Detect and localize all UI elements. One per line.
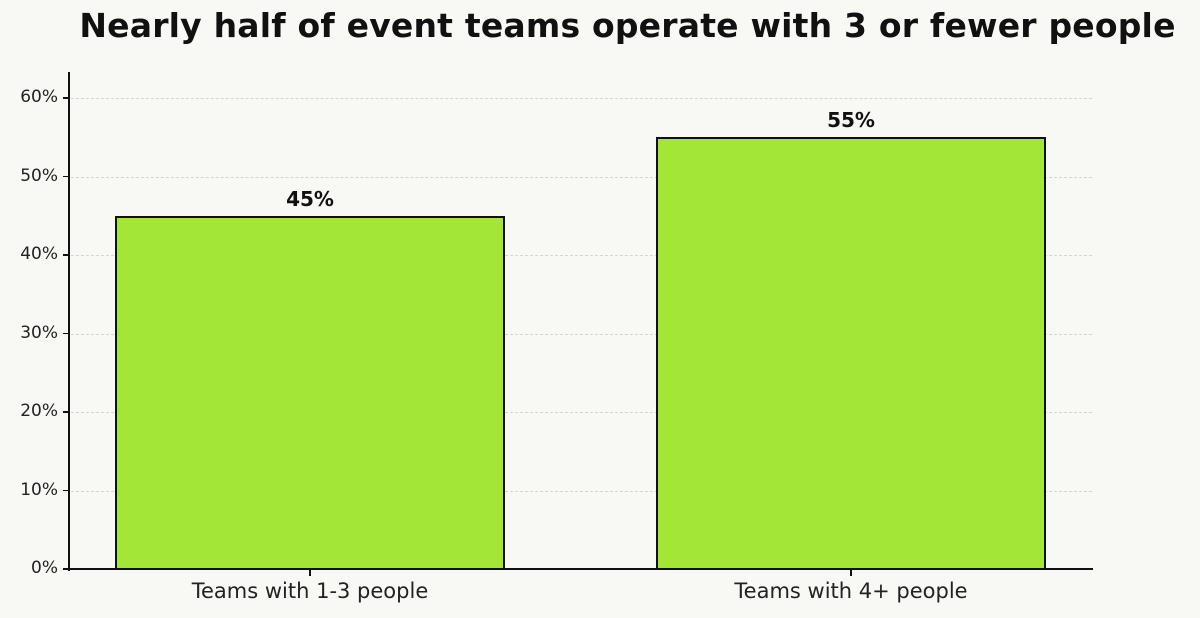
gridline bbox=[71, 177, 1092, 178]
gridline bbox=[71, 412, 1092, 413]
y-tick bbox=[63, 175, 69, 178]
y-tick-label: 10% bbox=[20, 479, 58, 500]
y-tick bbox=[63, 489, 69, 492]
y-tick-label: 0% bbox=[31, 558, 58, 578]
x-axis-line bbox=[68, 568, 1093, 570]
y-axis-line bbox=[68, 72, 70, 571]
gridline bbox=[71, 98, 1092, 99]
gridline bbox=[71, 491, 1092, 492]
y-tick bbox=[63, 97, 69, 99]
chart-title: Nearly half of event teams operate with … bbox=[79, 6, 1176, 45]
y-tick bbox=[63, 332, 69, 335]
y-tick-label: 20% bbox=[20, 401, 58, 421]
x-tick bbox=[850, 570, 852, 576]
y-tick bbox=[63, 254, 69, 256]
bar-value-label: 45% bbox=[286, 186, 334, 211]
y-tick-label: 40% bbox=[20, 244, 58, 264]
bar-1 bbox=[115, 215, 505, 570]
y-tick bbox=[63, 411, 69, 413]
gridline bbox=[71, 334, 1092, 335]
gridline bbox=[71, 255, 1092, 256]
x-tick-label: Teams with 4+ people bbox=[734, 579, 968, 603]
x-tick-label: Teams with 1-3 people bbox=[191, 579, 429, 603]
y-tick-label: 50% bbox=[20, 165, 58, 186]
y-tick bbox=[63, 568, 69, 570]
x-tick bbox=[309, 570, 311, 576]
y-tick-label: 60% bbox=[20, 87, 58, 107]
y-tick-label: 30% bbox=[20, 322, 58, 343]
bar-value-label: 55% bbox=[827, 108, 875, 133]
bar-2 bbox=[656, 137, 1046, 570]
